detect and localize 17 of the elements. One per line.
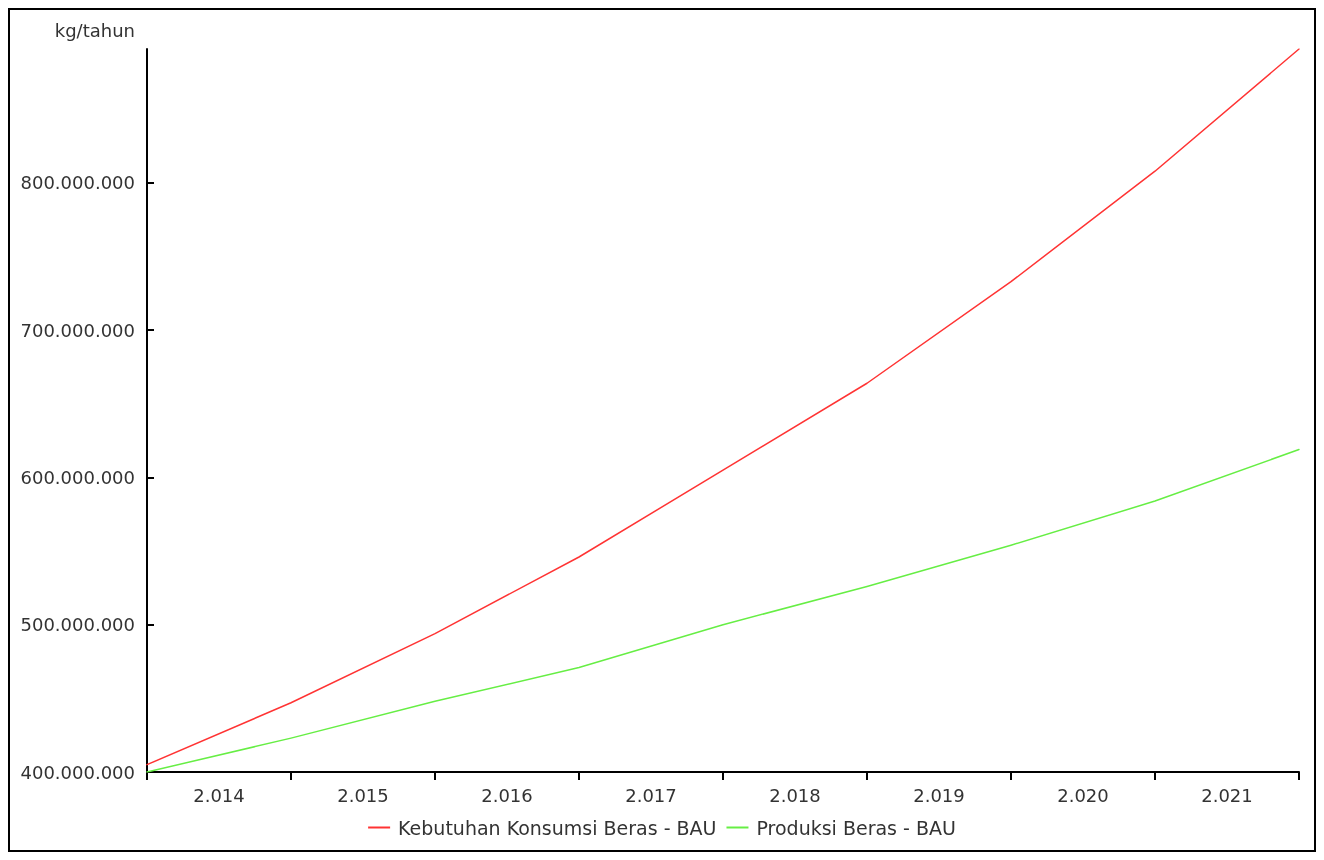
y-tick-label: 500.000.000 [20, 614, 135, 636]
x-tick-label: 2.016 [481, 784, 533, 806]
x-tick-label: 2.018 [769, 784, 821, 806]
y-tick-label: 600.000.000 [20, 467, 135, 488]
legend-label: Kebutuhan Konsumsi Beras - BAU [398, 816, 717, 839]
line-series [146, 48, 1300, 766]
x-tick-label: 2.020 [1057, 784, 1109, 806]
y-tick-label: 800.000.000 [20, 172, 135, 194]
x-tick-label: 2.014 [193, 784, 245, 806]
y-tick-label: 400.000.000 [20, 761, 135, 783]
x-tick-label: 2.015 [337, 784, 389, 806]
x-tick-label: 2.019 [913, 784, 965, 806]
y-tick-label: 700.000.000 [20, 319, 135, 341]
legend-label: Produksi Beras - BAU [756, 816, 956, 839]
y-axis-title: kg/tahun [54, 19, 135, 41]
x-tick-label: 2.017 [625, 784, 677, 806]
x-tick-label: 2.021 [1201, 784, 1253, 806]
